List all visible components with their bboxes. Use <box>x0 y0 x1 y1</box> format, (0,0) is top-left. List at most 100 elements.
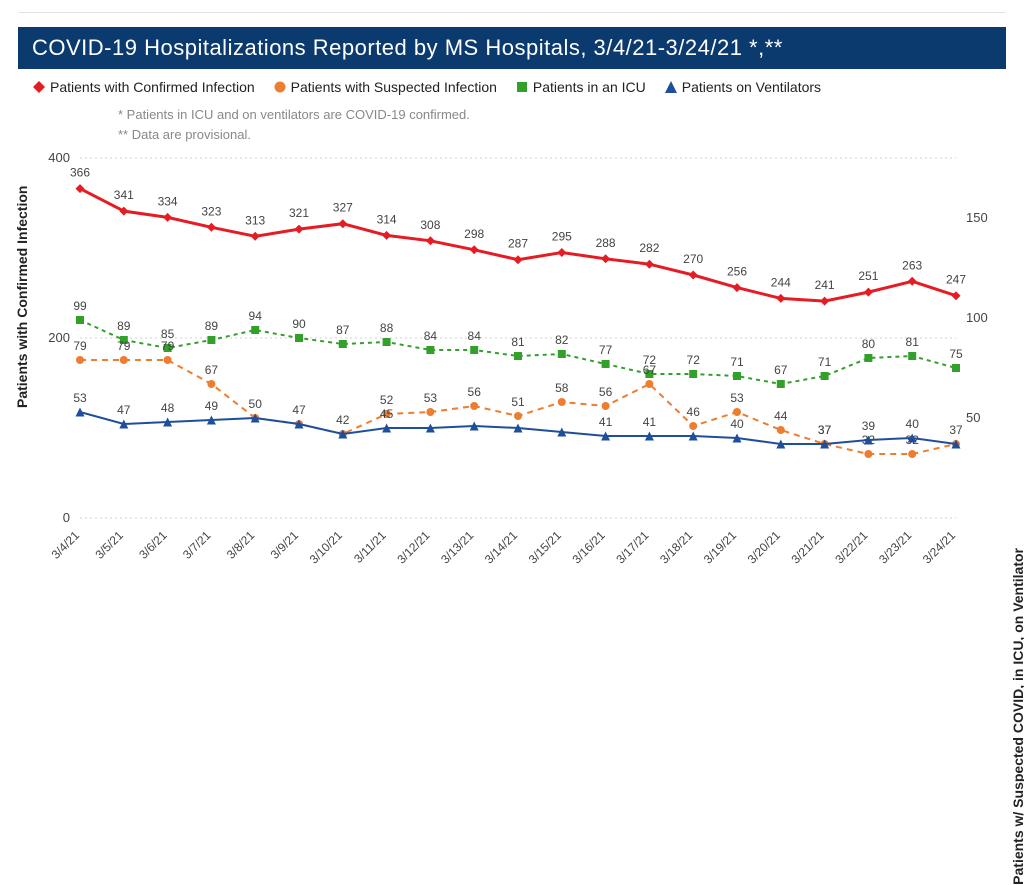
square-icon <box>515 80 529 94</box>
svg-text:3/16/21: 3/16/21 <box>570 528 608 566</box>
y-axis-right-label: Patients w/ Suspected COVID, in ICU, on … <box>1010 548 1024 885</box>
svg-text:53: 53 <box>424 391 438 405</box>
chart-plot: Patients with Confirmed Infection Patien… <box>18 148 1006 618</box>
svg-text:263: 263 <box>902 258 922 272</box>
svg-text:3/24/21: 3/24/21 <box>920 528 958 566</box>
svg-text:3/15/21: 3/15/21 <box>526 528 564 566</box>
legend: Patients with Confirmed Infection Patien… <box>18 69 1006 97</box>
svg-text:82: 82 <box>555 333 569 347</box>
svg-text:99: 99 <box>73 299 87 313</box>
svg-text:288: 288 <box>596 236 616 250</box>
svg-text:49: 49 <box>205 399 219 413</box>
svg-text:341: 341 <box>114 188 134 202</box>
svg-text:72: 72 <box>687 353 701 367</box>
svg-text:323: 323 <box>201 204 221 218</box>
svg-text:3/4/21: 3/4/21 <box>49 528 83 562</box>
svg-text:77: 77 <box>599 343 613 357</box>
svg-text:200: 200 <box>48 330 70 345</box>
svg-text:58: 58 <box>555 381 569 395</box>
svg-text:3/20/21: 3/20/21 <box>745 528 783 566</box>
svg-text:88: 88 <box>380 321 394 335</box>
legend-label: Patients with Confirmed Infection <box>50 79 255 95</box>
svg-text:241: 241 <box>815 278 835 292</box>
svg-text:3/6/21: 3/6/21 <box>136 528 170 562</box>
svg-text:67: 67 <box>643 363 657 377</box>
svg-text:247: 247 <box>946 273 966 287</box>
chart-title: COVID-19 Hospitalizations Reported by MS… <box>18 27 1006 69</box>
svg-text:3/10/21: 3/10/21 <box>307 528 345 566</box>
svg-text:67: 67 <box>205 363 219 377</box>
svg-text:56: 56 <box>599 385 613 399</box>
svg-text:79: 79 <box>117 339 131 353</box>
svg-text:3/22/21: 3/22/21 <box>832 528 870 566</box>
svg-text:3/17/21: 3/17/21 <box>613 528 651 566</box>
svg-text:40: 40 <box>906 417 920 431</box>
svg-text:3/5/21: 3/5/21 <box>92 528 126 562</box>
svg-text:46: 46 <box>687 405 701 419</box>
svg-text:44: 44 <box>774 409 788 423</box>
svg-text:256: 256 <box>727 265 747 279</box>
svg-text:89: 89 <box>205 319 219 333</box>
svg-text:270: 270 <box>683 252 703 266</box>
svg-text:3/8/21: 3/8/21 <box>224 528 258 562</box>
svg-text:321: 321 <box>289 206 309 220</box>
svg-text:81: 81 <box>906 335 920 349</box>
legend-label: Patients in an ICU <box>533 79 646 95</box>
svg-text:50: 50 <box>966 410 980 425</box>
chart-container: COVID-19 Hospitalizations Reported by MS… <box>0 0 1024 642</box>
svg-text:87: 87 <box>336 323 350 337</box>
svg-text:41: 41 <box>643 415 657 429</box>
svg-text:3/19/21: 3/19/21 <box>701 528 739 566</box>
svg-text:50: 50 <box>249 397 263 411</box>
footnote-1: * Patients in ICU and on ventilators are… <box>118 105 1006 125</box>
svg-text:400: 400 <box>48 150 70 165</box>
svg-text:244: 244 <box>771 275 791 289</box>
svg-text:53: 53 <box>73 391 87 405</box>
svg-text:89: 89 <box>117 319 131 333</box>
legend-item-icu: Patients in an ICU <box>515 79 646 95</box>
svg-text:71: 71 <box>818 355 832 369</box>
svg-text:3/14/21: 3/14/21 <box>482 528 520 566</box>
svg-text:71: 71 <box>730 355 744 369</box>
svg-text:3/11/21: 3/11/21 <box>351 528 389 566</box>
svg-text:67: 67 <box>774 363 788 377</box>
svg-text:39: 39 <box>862 419 876 433</box>
legend-label: Patients on Ventilators <box>682 79 821 95</box>
svg-text:3/13/21: 3/13/21 <box>438 528 476 566</box>
svg-text:298: 298 <box>464 227 484 241</box>
svg-text:42: 42 <box>336 413 350 427</box>
svg-text:75: 75 <box>949 347 963 361</box>
svg-text:51: 51 <box>511 395 525 409</box>
svg-text:308: 308 <box>420 218 440 232</box>
svg-text:84: 84 <box>468 329 482 343</box>
svg-text:79: 79 <box>73 339 87 353</box>
diamond-icon <box>32 80 46 94</box>
svg-text:3/9/21: 3/9/21 <box>268 528 302 562</box>
svg-text:251: 251 <box>858 269 878 283</box>
svg-text:366: 366 <box>70 166 90 180</box>
svg-text:295: 295 <box>552 230 572 244</box>
svg-text:41: 41 <box>599 415 613 429</box>
svg-text:45: 45 <box>380 407 394 421</box>
svg-text:79: 79 <box>161 339 175 353</box>
top-divider <box>18 12 1006 13</box>
svg-text:3/23/21: 3/23/21 <box>876 528 914 566</box>
triangle-icon <box>664 80 678 94</box>
svg-text:84: 84 <box>424 329 438 343</box>
svg-text:0: 0 <box>63 510 70 525</box>
svg-text:40: 40 <box>730 417 744 431</box>
legend-item-confirmed: Patients with Confirmed Infection <box>32 79 255 95</box>
svg-text:56: 56 <box>468 385 482 399</box>
svg-text:80: 80 <box>862 337 876 351</box>
svg-text:47: 47 <box>292 403 306 417</box>
svg-text:3/18/21: 3/18/21 <box>657 528 695 566</box>
svg-text:150: 150 <box>966 210 988 225</box>
legend-label: Patients with Suspected Infection <box>291 79 497 95</box>
svg-text:314: 314 <box>377 212 397 226</box>
footnote-2: ** Data are provisional. <box>118 125 1006 145</box>
legend-item-suspected: Patients with Suspected Infection <box>273 79 497 95</box>
chart-svg: 0200400501001503/4/213/5/213/6/213/7/213… <box>18 148 1006 618</box>
svg-text:3/7/21: 3/7/21 <box>180 528 214 562</box>
svg-text:47: 47 <box>117 403 131 417</box>
footnotes: * Patients in ICU and on ventilators are… <box>18 97 1006 148</box>
